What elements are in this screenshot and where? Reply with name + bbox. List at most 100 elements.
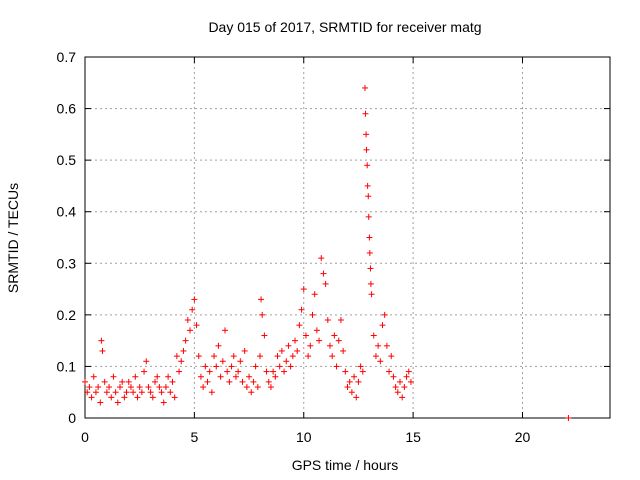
data-point <box>178 358 185 365</box>
data-point <box>226 378 233 385</box>
data-point <box>351 373 358 380</box>
data-point <box>114 399 121 406</box>
data-point <box>324 317 331 324</box>
data-point <box>132 373 139 380</box>
data-point <box>359 368 366 375</box>
data-point <box>399 394 406 401</box>
data-point <box>90 373 97 380</box>
data-point <box>346 378 353 385</box>
data-point <box>257 353 263 360</box>
data-point <box>200 384 207 391</box>
data-point <box>388 353 395 360</box>
data-point <box>169 378 176 385</box>
y-tick-label: 0.5 <box>57 152 77 168</box>
data-point <box>259 311 266 318</box>
data-point <box>191 296 198 303</box>
data-point <box>184 317 191 324</box>
data-point <box>162 384 169 391</box>
data-point <box>215 342 222 349</box>
y-tick-label: 0.3 <box>57 255 77 271</box>
data-point <box>180 347 187 354</box>
data-point <box>125 378 132 385</box>
data-point <box>143 358 150 365</box>
data-point <box>103 389 110 396</box>
data-point <box>138 389 145 396</box>
data-point <box>281 368 288 375</box>
data-point <box>405 368 412 375</box>
data-point <box>342 368 349 375</box>
data-point <box>363 131 370 138</box>
data-point <box>365 213 372 220</box>
data-point <box>270 368 277 375</box>
data-point <box>370 332 377 339</box>
data-point <box>289 353 296 360</box>
data-points <box>82 84 572 421</box>
data-point <box>316 337 323 344</box>
data-point <box>202 363 209 370</box>
data-point <box>372 353 379 360</box>
data-point <box>208 389 215 396</box>
data-point <box>337 317 344 324</box>
data-point <box>320 270 327 277</box>
y-axis-label: SRMTID / TECUs <box>5 183 21 293</box>
data-point <box>392 384 399 391</box>
data-point <box>287 363 294 370</box>
data-point <box>292 337 298 344</box>
data-point <box>86 384 93 391</box>
data-point <box>327 342 333 349</box>
data-point <box>123 389 130 396</box>
x-tick-label: 10 <box>296 429 312 445</box>
data-point <box>195 353 202 360</box>
data-point <box>252 363 259 370</box>
data-point <box>367 280 374 287</box>
data-point <box>305 353 312 360</box>
data-point <box>182 337 189 344</box>
data-point <box>165 373 172 380</box>
axis-ticks: 0 0.1 0.2 0.3 0.4 0.5 0.6 0.7 0 5 10 15 20 <box>57 49 610 445</box>
data-point <box>333 363 340 370</box>
data-point <box>294 347 301 354</box>
data-point <box>263 368 270 375</box>
data-point <box>95 384 102 391</box>
x-tick-label: 0 <box>81 429 89 445</box>
data-point <box>274 353 281 360</box>
data-point <box>365 193 372 200</box>
data-point <box>130 389 137 396</box>
data-point <box>171 394 178 401</box>
data-point <box>173 353 180 360</box>
y-tick-label: 0.4 <box>57 204 77 220</box>
data-point <box>141 368 148 375</box>
data-point <box>232 373 239 380</box>
data-point <box>149 394 156 401</box>
y-tick-label: 0.1 <box>57 358 77 374</box>
data-point <box>363 146 370 153</box>
data-point <box>565 415 572 421</box>
data-point <box>302 332 309 339</box>
data-point <box>158 389 165 396</box>
x-tick-label: 20 <box>515 429 531 445</box>
data-point <box>313 327 320 334</box>
data-point <box>364 182 371 189</box>
data-point <box>386 368 393 375</box>
data-point <box>322 280 329 287</box>
data-point <box>189 306 196 313</box>
data-point <box>254 384 261 391</box>
data-point <box>403 373 410 380</box>
data-point <box>222 327 228 334</box>
data-point <box>127 384 134 391</box>
data-point <box>309 311 316 318</box>
data-point <box>160 399 167 406</box>
data-point <box>362 110 369 117</box>
data-point <box>119 378 126 385</box>
x-axis-label: GPS time / hours <box>292 457 399 473</box>
data-point <box>401 384 408 391</box>
data-point <box>335 337 342 344</box>
data-point <box>285 342 292 349</box>
data-point <box>355 378 362 385</box>
data-point <box>348 389 355 396</box>
data-point <box>241 347 248 354</box>
data-point <box>217 373 224 380</box>
data-point <box>101 378 108 385</box>
data-point <box>366 249 373 256</box>
